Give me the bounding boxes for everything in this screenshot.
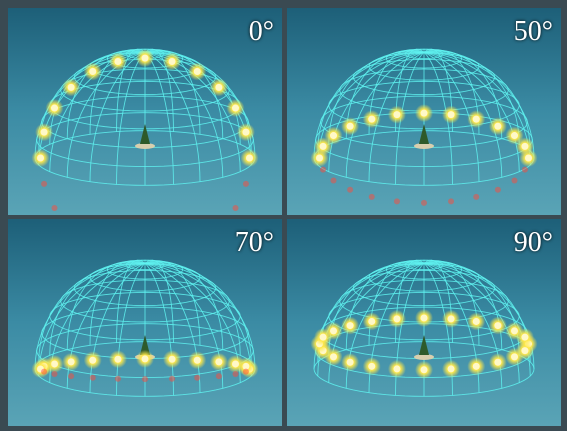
sun: [232, 105, 239, 112]
sun: [511, 132, 518, 139]
sun-below: [232, 371, 238, 377]
sun-below: [511, 177, 517, 183]
sun: [169, 356, 176, 363]
latitude-label: 70°: [235, 227, 274, 259]
sun: [521, 334, 528, 341]
sun: [368, 116, 375, 123]
sun: [473, 116, 480, 123]
scene: [8, 8, 282, 215]
sun-below: [473, 194, 479, 200]
latitude-label: 50°: [514, 16, 553, 48]
latitude-label: 0°: [249, 16, 274, 48]
sun: [316, 155, 323, 162]
sun: [114, 356, 121, 363]
sun: [393, 365, 400, 372]
sun-below: [68, 373, 74, 379]
sun-below: [90, 375, 96, 381]
sun: [142, 55, 149, 62]
sun-below: [52, 205, 58, 211]
sun: [448, 315, 455, 322]
sun: [320, 143, 327, 150]
panel: 70°: [8, 219, 282, 426]
sun: [215, 84, 222, 91]
sun: [393, 111, 400, 118]
sun: [448, 365, 455, 372]
sun: [232, 360, 239, 367]
sun: [347, 123, 354, 130]
sun: [473, 318, 480, 325]
sun: [473, 363, 480, 370]
panel: 0°: [8, 8, 282, 215]
sun: [368, 363, 375, 370]
sun: [330, 132, 337, 139]
sun-below: [320, 167, 326, 173]
sun-below: [243, 181, 249, 187]
sun: [142, 355, 149, 362]
sun: [494, 322, 501, 329]
sun-below: [52, 371, 58, 377]
latitude-label: 90°: [514, 227, 553, 259]
sun: [494, 123, 501, 130]
sun: [215, 358, 222, 365]
sun-below: [142, 376, 148, 382]
sun-below: [115, 376, 121, 382]
sun: [68, 358, 75, 365]
sun: [41, 129, 48, 136]
sun-below: [41, 369, 47, 375]
sun: [448, 111, 455, 118]
panel: 50°: [287, 8, 561, 215]
sun-below: [421, 200, 427, 206]
sun-below: [394, 198, 400, 204]
panel: 90°: [287, 219, 561, 426]
sun: [242, 129, 249, 136]
sun: [421, 110, 428, 117]
sun: [89, 68, 96, 75]
sun-below: [243, 369, 249, 375]
sun: [421, 366, 428, 373]
sun: [169, 58, 176, 65]
sun: [330, 327, 337, 334]
sun: [51, 105, 58, 112]
sun-below: [194, 375, 200, 381]
sun: [89, 357, 96, 364]
sun: [68, 84, 75, 91]
sun: [421, 314, 428, 321]
sun: [494, 359, 501, 366]
sun: [393, 315, 400, 322]
sun-below: [169, 376, 175, 382]
sun: [246, 155, 253, 162]
sun-below: [331, 177, 337, 183]
sun-below: [41, 181, 47, 187]
sun: [521, 143, 528, 150]
sun: [114, 58, 121, 65]
sun: [347, 359, 354, 366]
sun-below: [495, 187, 501, 193]
sun-below: [369, 194, 375, 200]
sun-below: [232, 205, 238, 211]
figure: 0° 50° 70° 90°: [0, 0, 567, 431]
sun-below: [216, 373, 222, 379]
sun: [37, 155, 44, 162]
sun-below: [448, 198, 454, 204]
sun-below: [522, 167, 528, 173]
sun: [194, 68, 201, 75]
sun: [194, 357, 201, 364]
sun: [511, 353, 518, 360]
sun: [368, 318, 375, 325]
sun: [525, 155, 532, 162]
sun-below: [347, 187, 353, 193]
sun: [347, 322, 354, 329]
